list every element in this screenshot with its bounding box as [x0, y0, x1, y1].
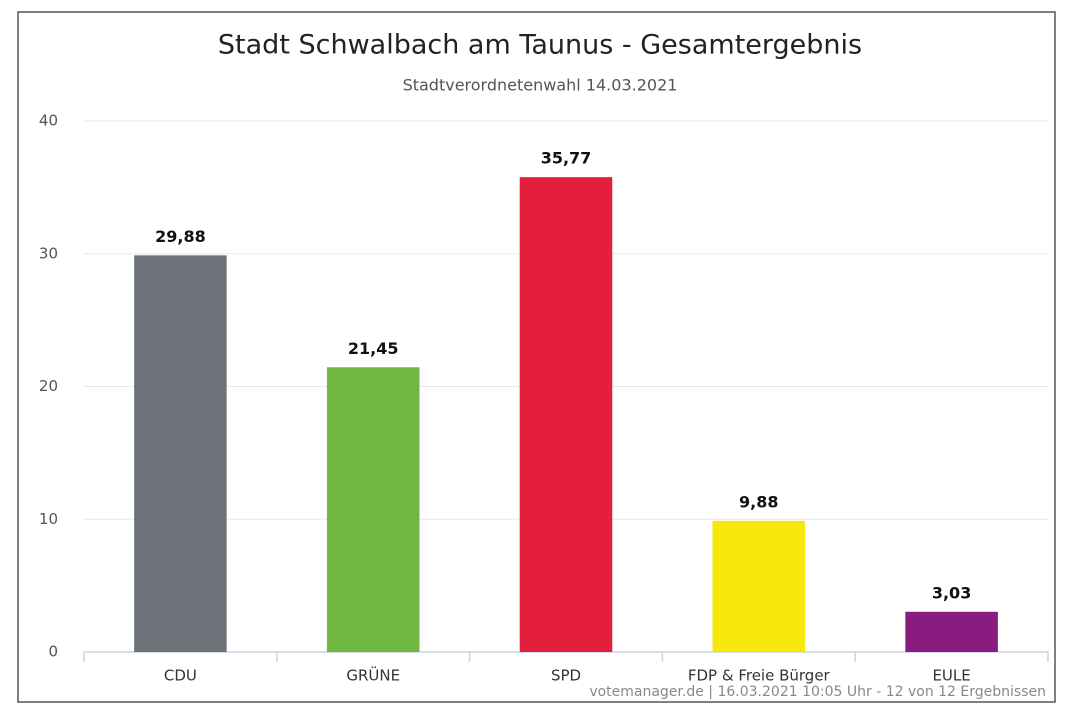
chart-subtitle: Stadtverordnetenwahl 14.03.2021 [403, 76, 678, 95]
bar [134, 255, 227, 652]
bar [712, 520, 806, 652]
x-tick-label: SPD [551, 667, 581, 685]
y-tick-label: 10 [39, 510, 58, 528]
y-tick-label: 20 [39, 377, 58, 395]
value-label: 29,88 [155, 227, 206, 246]
x-tick-label: FDP & Freie Bürger [688, 667, 831, 685]
value-label: 9,88 [739, 492, 778, 511]
y-tick-label: 0 [48, 643, 58, 661]
y-tick-label: 30 [39, 244, 58, 262]
value-label: 3,03 [932, 583, 971, 602]
value-label: 35,77 [541, 149, 592, 168]
x-tick-label: GRÜNE [346, 666, 400, 685]
credits: votemanager.de | 16.03.2021 10:05 Uhr - … [589, 684, 1046, 700]
bar [519, 177, 613, 652]
x-tick-label: EULE [932, 667, 970, 685]
value-label: 21,45 [348, 339, 399, 358]
bar [326, 367, 420, 652]
x-tick-label: CDU [164, 667, 197, 685]
bar [905, 611, 998, 652]
chart-title: Stadt Schwalbach am Taunus - Gesamtergeb… [218, 30, 862, 61]
y-tick-label: 40 [39, 112, 58, 130]
